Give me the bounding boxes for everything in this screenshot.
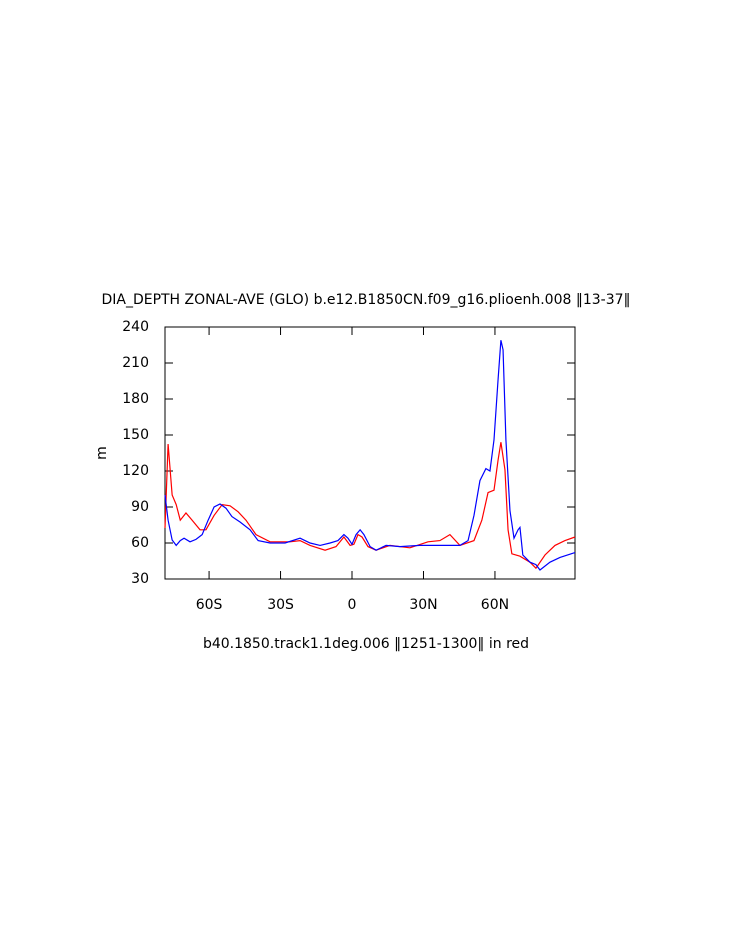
line-series xyxy=(164,340,576,571)
y-tick-label: 210 xyxy=(122,355,149,371)
y-tick-label: 150 xyxy=(122,427,149,443)
x-tick-label: 0 xyxy=(348,597,357,613)
x-tick-label: 30N xyxy=(409,597,437,613)
line-series xyxy=(164,442,576,570)
x-tick-label: 30S xyxy=(267,597,294,613)
y-tick-label: 90 xyxy=(131,499,149,515)
y-tick-label: 120 xyxy=(122,463,149,479)
plot-frame xyxy=(164,326,576,580)
y-tick-label: 60 xyxy=(131,535,149,551)
x-tick-label: 60S xyxy=(196,597,223,613)
y-axis-label: m xyxy=(94,446,110,460)
chart-title: DIA_DEPTH ZONAL-AVE (GLO) b.e12.B1850CN.… xyxy=(101,292,630,308)
x-tick-label: 60N xyxy=(481,597,509,613)
y-tick-label: 30 xyxy=(131,571,149,587)
chart-subtitle: b40.1850.track1.1deg.006 ‖1251-1300‖ in … xyxy=(203,636,529,652)
y-tick-label: 240 xyxy=(122,319,149,335)
y-tick-label: 180 xyxy=(122,391,149,407)
